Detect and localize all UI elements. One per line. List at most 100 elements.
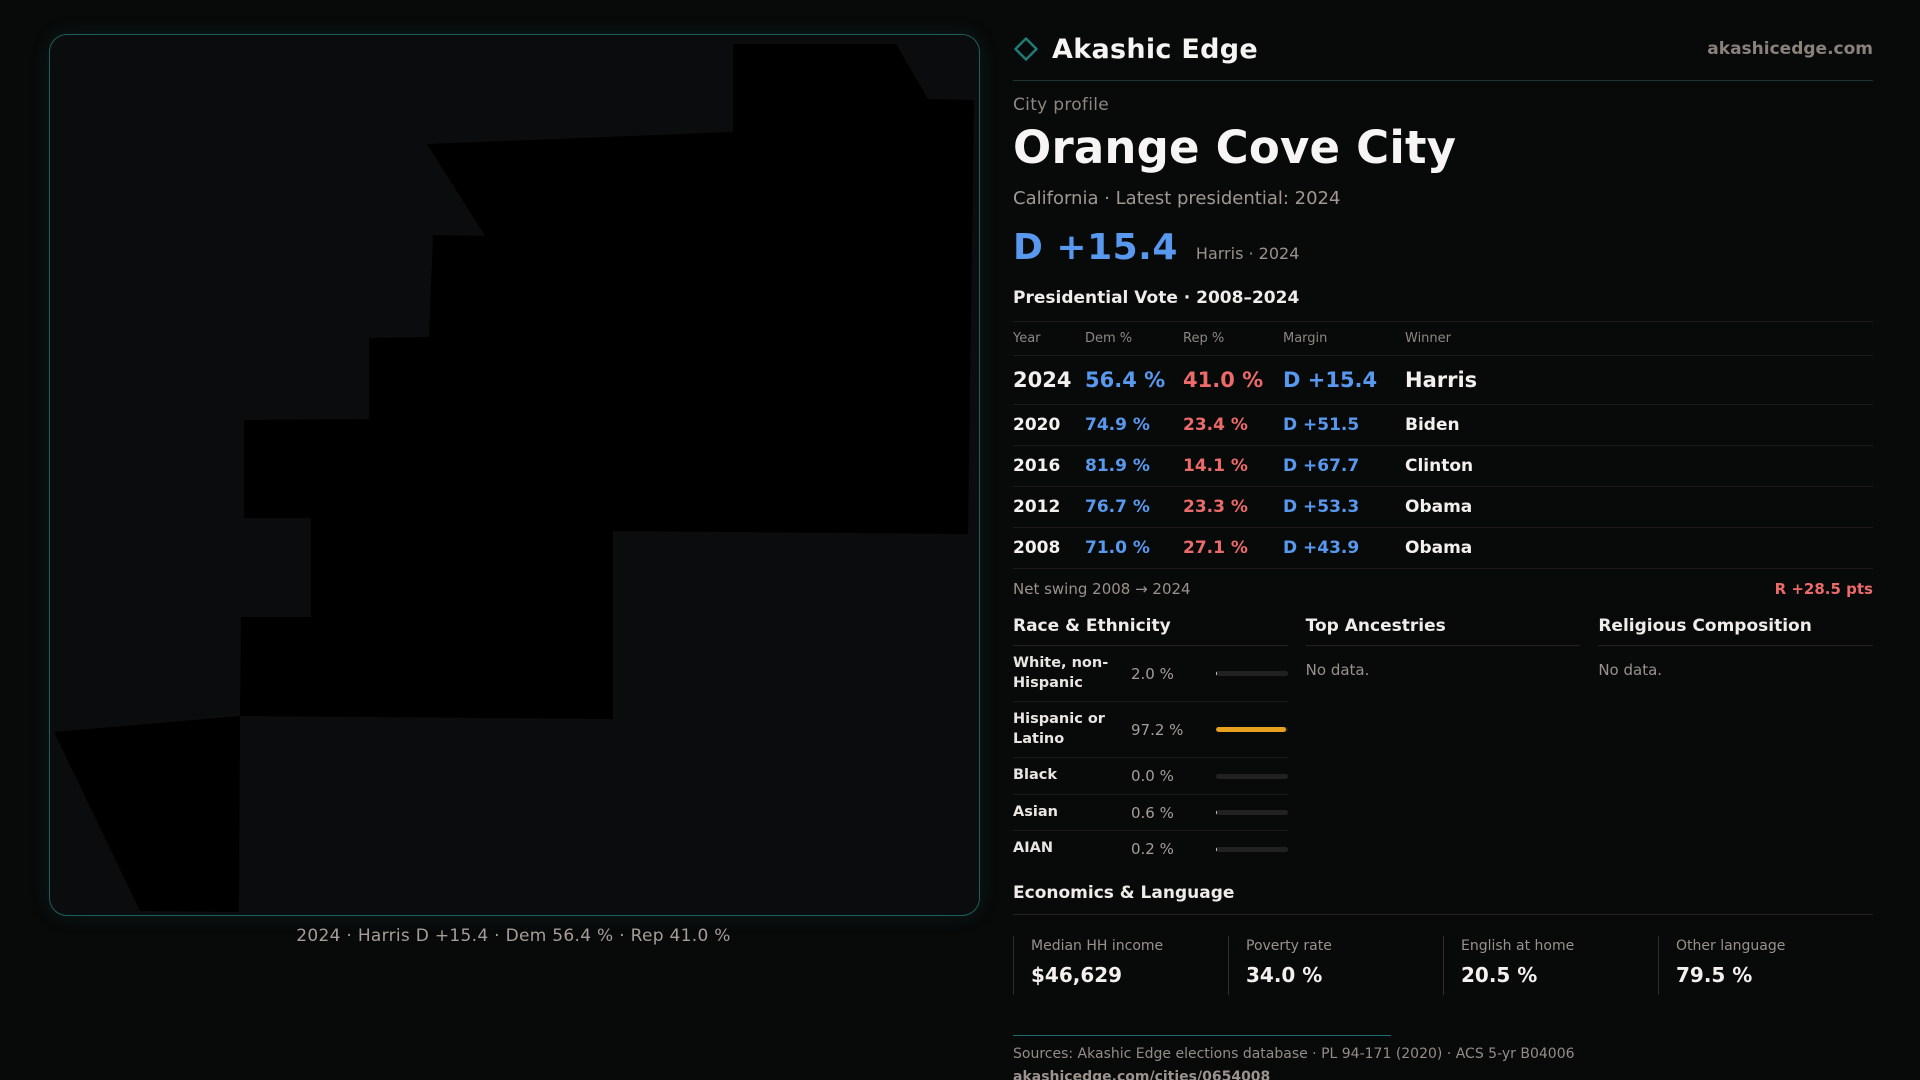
cell-dem-pct: 81.9 % [1085, 456, 1150, 476]
cell-year: 2020 [1013, 415, 1061, 435]
header-divider [1013, 80, 1873, 81]
race-value: 97.2 % [1131, 720, 1184, 739]
stat-value: $46,629 [1031, 962, 1123, 987]
stat-value: 79.5 % [1676, 962, 1753, 987]
stat-label: Poverty rate [1246, 937, 1332, 954]
cell-winner: Clinton [1405, 456, 1474, 476]
demographics-columns: Race & Ethnicity White, non-Hispanic 2.0 … [1013, 616, 1873, 867]
cell-year: 2016 [1013, 456, 1061, 476]
race-value: 0.0 % [1131, 767, 1174, 786]
sources-text: Sources: Akashic Edge elections database… [1013, 1045, 1575, 1062]
cell-margin: D +67.7 [1283, 456, 1360, 476]
city-shape-main [240, 44, 974, 719]
map-panel [49, 34, 980, 916]
race-bar-track [1215, 810, 1288, 816]
election-col-header-rep: Rep % [1183, 331, 1225, 346]
ancestries-empty-text: No data. [1305, 661, 1370, 679]
page-kicker: City profile [1013, 95, 1110, 115]
race-ethnicity-section: Race & Ethnicity White, non-Hispanic 2.0 … [1013, 616, 1288, 867]
election-table: Year Dem % Rep % Margin Winner 2024 56.4 % 41.… [1013, 322, 1873, 569]
cell-margin: D +15.4 [1283, 368, 1378, 392]
race-row: Black 0.0 % [1013, 758, 1288, 795]
cell-winner: Obama [1405, 538, 1473, 558]
economics-section-heading: Economics & Language [1013, 883, 1873, 915]
religion-section: Religious Composition No data. [1598, 616, 1873, 867]
cell-dem-pct: 76.7 % [1085, 497, 1150, 517]
cell-year: 2008 [1013, 538, 1061, 558]
race-row: Hispanic or Latino 97.2 % [1013, 702, 1288, 759]
profile-column: Akashic Edge akashicedge.com City profil… [1013, 30, 1873, 1080]
race-bar-fill [1215, 727, 1286, 733]
cell-rep-pct: 23.4 % [1183, 415, 1248, 435]
cell-year: 2012 [1013, 497, 1061, 517]
race-value: 0.2 % [1131, 840, 1174, 859]
cell-rep-pct: 14.1 % [1183, 456, 1248, 476]
election-row-2012: 2012 76.7 % 23.3 % D +53.3 Obama [1013, 487, 1873, 528]
ancestries-section: Top Ancestries No data. [1305, 616, 1581, 867]
cell-dem-pct: 71.0 % [1085, 538, 1150, 558]
religion-section-heading: Religious Composition [1598, 616, 1873, 646]
cell-margin: D +53.3 [1283, 497, 1360, 517]
stat-card: Median HH income $46,629 [1013, 935, 1228, 995]
race-label: Hispanic or Latino [1013, 711, 1105, 747]
race-label: AIAN [1013, 840, 1053, 857]
election-col-header-winner: Winner [1405, 331, 1452, 346]
cell-dem-pct: 74.9 % [1085, 415, 1150, 435]
race-label: Asian [1013, 803, 1058, 820]
map-caption: 2024 · Harris D +15.4 · Dem 56.4 % · Rep… [296, 926, 731, 946]
site-header: Akashic Edge akashicedge.com [1013, 30, 1873, 68]
race-label: White, non-Hispanic [1013, 655, 1109, 691]
city-boundary-map [54, 44, 974, 912]
election-table-header: Year Dem % Rep % Margin Winner [1013, 322, 1873, 356]
race-bar-track [1215, 727, 1288, 733]
cell-margin: D +51.5 [1283, 415, 1360, 435]
race-value: 0.6 % [1131, 803, 1174, 822]
election-col-header-margin: Margin [1283, 331, 1328, 346]
stat-label: English at home [1461, 937, 1575, 954]
race-value: 2.0 % [1131, 664, 1174, 683]
election-row-2016: 2016 81.9 % 14.1 % D +67.7 Clinton [1013, 446, 1873, 487]
cell-winner: Harris [1405, 368, 1478, 392]
cell-year: 2024 [1013, 368, 1072, 392]
election-row-2020: 2020 74.9 % 23.4 % D +51.5 Biden [1013, 405, 1873, 446]
election-row-2024: 2024 56.4 % 41.0 % D +15.4 Harris [1013, 356, 1873, 405]
net-swing-value: R +28.5 pts [1774, 580, 1873, 598]
cell-dem-pct: 56.4 % [1085, 368, 1166, 392]
race-label: Black [1013, 767, 1058, 784]
stat-card: Poverty rate 34.0 % [1228, 935, 1443, 995]
cell-rep-pct: 41.0 % [1183, 368, 1264, 392]
race-row: AIAN 0.2 % [1013, 831, 1288, 867]
election-table-title: Presidential Vote · 2008–2024 [1013, 288, 1873, 322]
cell-rep-pct: 27.1 % [1183, 538, 1248, 558]
race-bar-track [1215, 671, 1288, 677]
permalink-link[interactable]: akashicedge.com/cities/0654008 [1013, 1068, 1271, 1080]
race-section-heading: Race & Ethnicity [1013, 616, 1288, 646]
footer-divider [1013, 1034, 1391, 1036]
ancestries-section-heading: Top Ancestries [1305, 616, 1581, 646]
cell-margin: D +43.9 [1283, 538, 1360, 558]
site-domain-link[interactable]: akashicedge.com [1707, 39, 1873, 59]
city-shape-southwest [54, 716, 240, 912]
election-col-header-year: Year [1013, 331, 1041, 346]
cell-rep-pct: 23.3 % [1183, 497, 1248, 517]
latest-margin-note: Harris · 2024 [1195, 244, 1300, 263]
race-bar-fill [1215, 671, 1218, 677]
stat-value: 34.0 % [1246, 962, 1323, 987]
page-footer: Sources: Akashic Edge elections database… [1013, 1034, 1873, 1080]
brand-name: Akashic Edge [1052, 33, 1259, 65]
page-subtitle: California · Latest presidential: 2024 [1013, 188, 1341, 209]
stat-label: Other language [1676, 937, 1786, 954]
election-col-header-dem: Dem % [1085, 331, 1133, 346]
race-row: Asian 0.6 % [1013, 795, 1288, 832]
race-row: White, non-Hispanic 2.0 % [1013, 646, 1288, 703]
cell-winner: Obama [1405, 497, 1473, 517]
brand-diamond-icon [1013, 36, 1039, 62]
cell-winner: Biden [1405, 415, 1460, 435]
stat-value: 20.5 % [1461, 962, 1538, 987]
stat-card: Other language 79.5 % [1658, 935, 1873, 995]
stat-label: Median HH income [1031, 937, 1164, 954]
net-swing-row: Net swing 2008 → 2024 R +28.5 pts [1013, 569, 1873, 598]
race-bar-track [1215, 773, 1288, 779]
election-row-2008: 2008 71.0 % 27.1 % D +43.9 Obama [1013, 528, 1873, 569]
latest-margin-value: D +15.4 [1013, 227, 1178, 268]
